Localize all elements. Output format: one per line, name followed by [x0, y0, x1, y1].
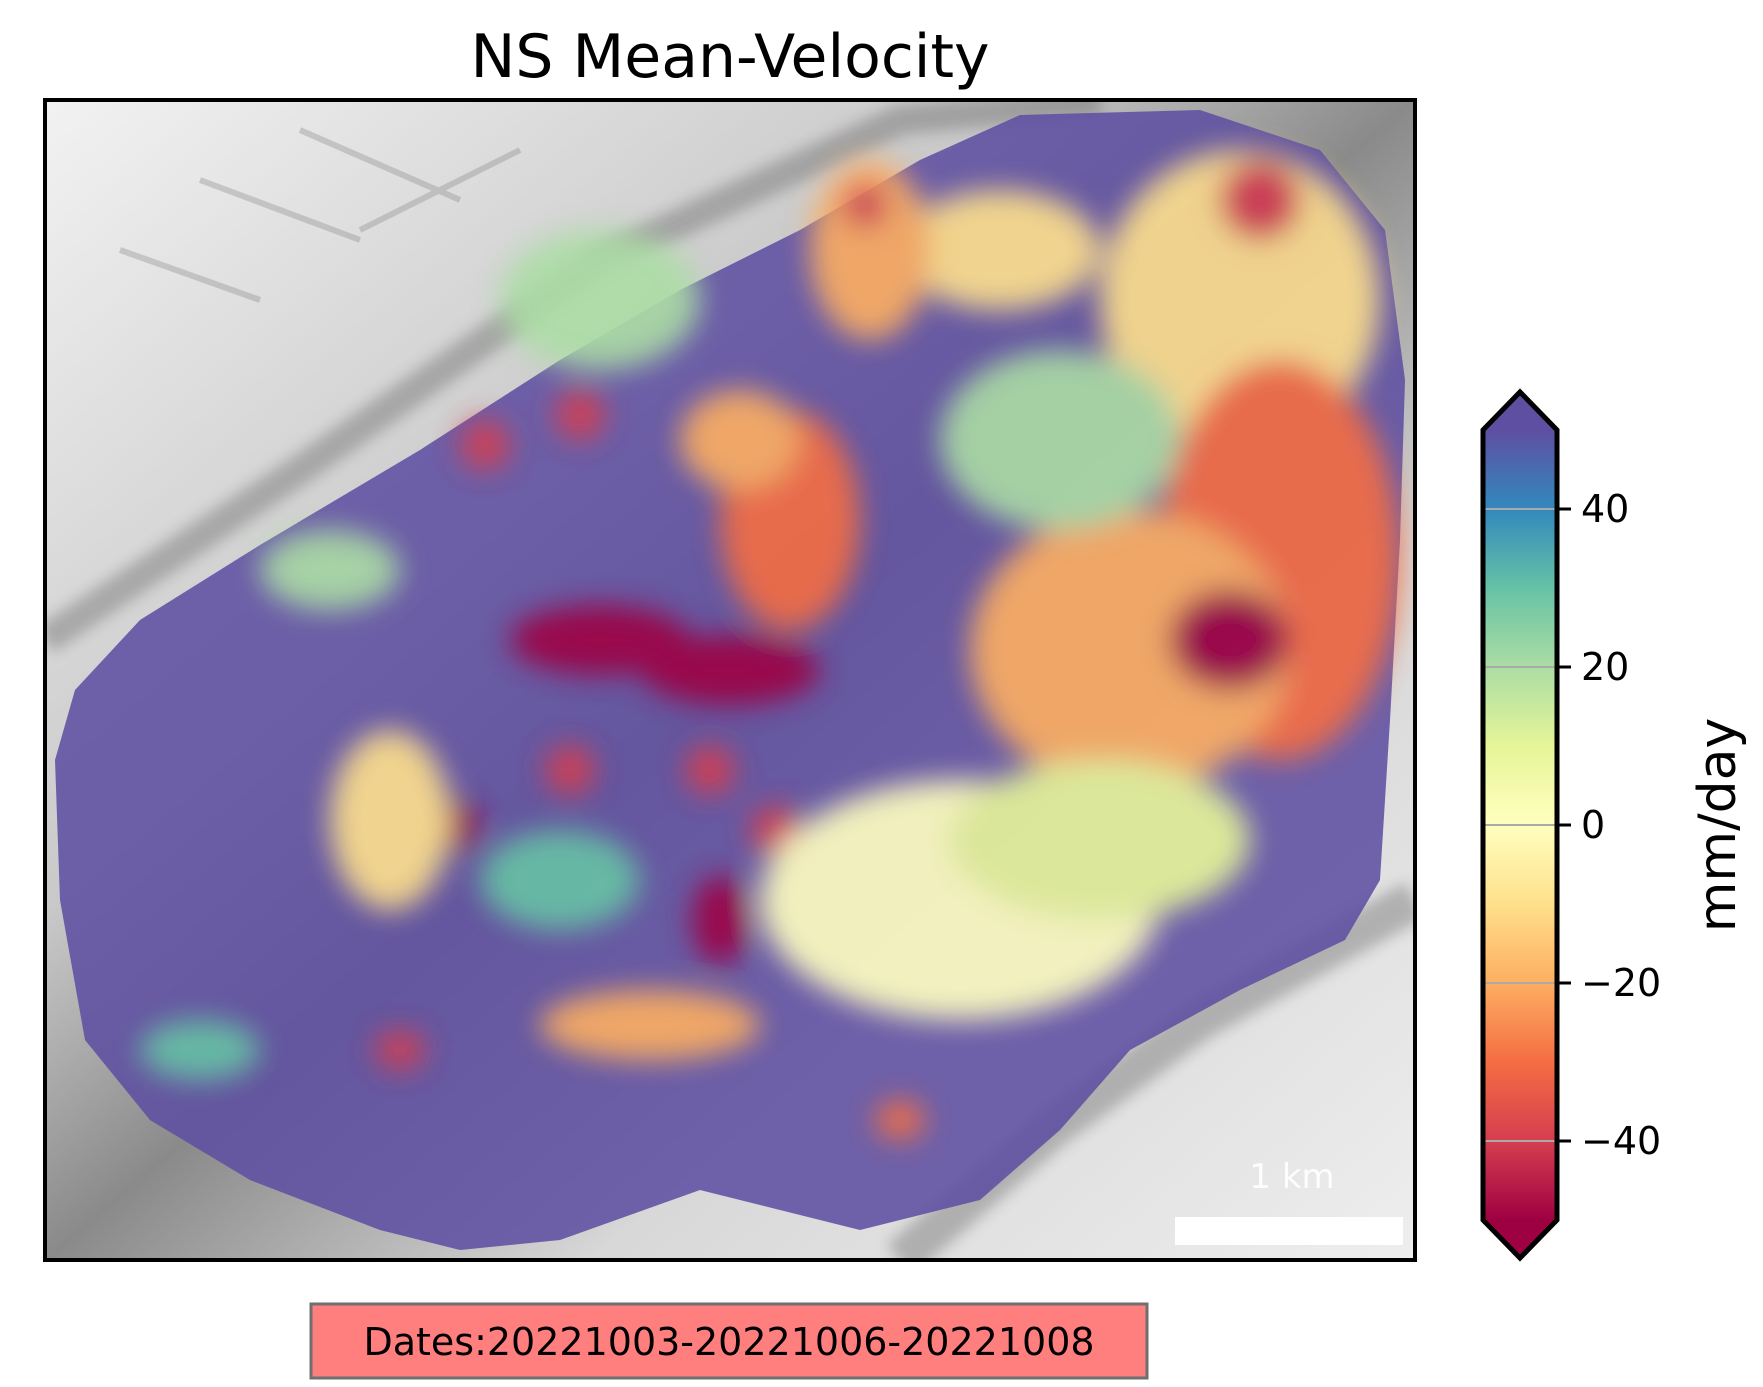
colorbar-label: mm/day — [1688, 718, 1748, 932]
dates-annotation: Dates:20221003-20221006-20221008 — [309, 1302, 1149, 1380]
velocity-blobs — [140, 150, 1400, 1140]
velocity-field — [55, 110, 1405, 1250]
colorbar-tick-label: 0 — [1581, 803, 1605, 847]
dates-annotation-box — [309, 1302, 1149, 1380]
colorbar-tick-label: 40 — [1581, 487, 1629, 531]
map-panel: 1 km — [45, 100, 1415, 1260]
scale-bar-label: 1 km — [1249, 1157, 1334, 1197]
colorbar: 40 20 0 −20 −40 mm/day — [1480, 388, 1748, 1262]
colorbar-tick-label: 20 — [1581, 645, 1629, 689]
colorbar-extend-top — [1483, 392, 1557, 430]
chart-title: NS Mean-Velocity — [470, 22, 989, 92]
colorbar-outline — [1480, 388, 1560, 1262]
colorbar-ticks: 40 20 0 −20 −40 — [1483, 487, 1661, 1163]
colorbar-extend-bottom — [1483, 1220, 1557, 1258]
colorbar-tick-label: −20 — [1581, 961, 1661, 1005]
dates-annotation-text: Dates:20221003-20221006-20221008 — [363, 1320, 1094, 1364]
map-frame — [43, 98, 1417, 1262]
scale-bar: 1 km — [1175, 1157, 1403, 1245]
colorbar-tick-label: −40 — [1581, 1119, 1661, 1163]
scale-bar-line — [1175, 1217, 1403, 1245]
